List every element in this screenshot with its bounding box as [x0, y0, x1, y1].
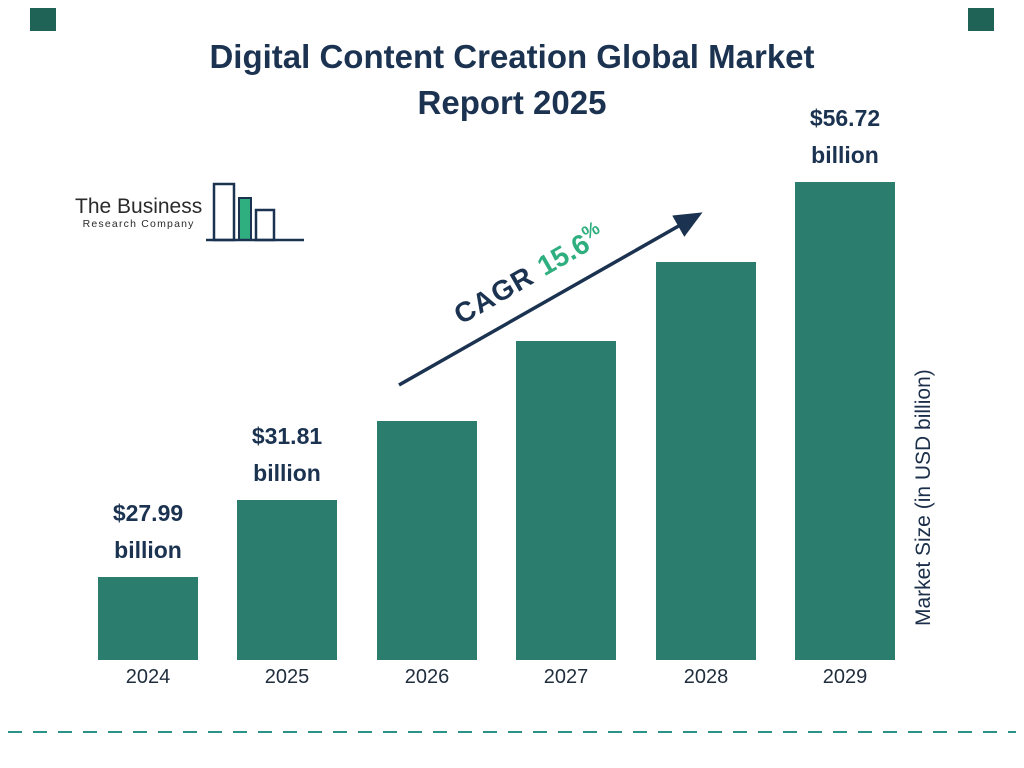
bar-2029: [795, 182, 895, 660]
cagr-annotation: CAGR15.6%: [421, 203, 637, 347]
x-axis-label-2025: 2025: [264, 666, 310, 688]
page-title: Digital Content Creation Global Market R…: [0, 34, 1024, 126]
bar-value-label-2029: $56.72 billion: [809, 105, 881, 168]
bar-2026: [377, 421, 477, 660]
cagr-label: CAGR: [448, 260, 540, 331]
bar-value-label-2024: $27.99 billion: [112, 500, 184, 563]
bottom-dashed-divider: [8, 731, 1016, 733]
x-axis-label-2029: 2029: [822, 666, 868, 688]
bar-2024: [98, 577, 198, 660]
logo-name: The Business: [75, 195, 203, 218]
bar-2025: [237, 500, 337, 660]
corner-square-right: [968, 8, 994, 31]
y-axis-title: Market Size (in USD billion): [912, 369, 935, 627]
title-line-2: Report 2025: [417, 84, 607, 121]
bar-2028: [656, 262, 756, 660]
x-axis-label-2026: 2026: [404, 666, 450, 688]
bar-chart-logo-icon: [206, 182, 305, 242]
cagr-value: 15.6%: [532, 218, 604, 282]
company-logo: The Business Research Company: [75, 182, 306, 244]
x-axis-label-2028: 2028: [683, 666, 729, 688]
x-axis-label-2024: 2024: [125, 666, 171, 688]
company-logo-text: The Business Research Company: [75, 196, 202, 244]
bar-value-label-2025: $31.81 billion: [251, 423, 323, 486]
bar-2027: [516, 341, 616, 660]
x-axis-label-2027: 2027: [543, 666, 589, 688]
corner-square-left: [30, 8, 56, 31]
title-line-1: Digital Content Creation Global Market: [209, 38, 815, 75]
logo-subname: Research Company: [82, 218, 195, 230]
